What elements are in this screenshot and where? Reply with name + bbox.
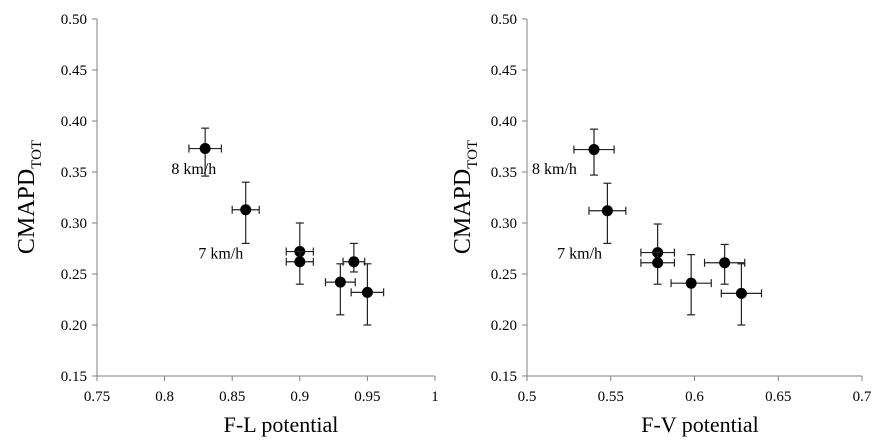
data-point-5: [703, 243, 746, 285]
data-point-marker: [294, 256, 306, 268]
x-tick-label: 0.65: [765, 389, 791, 405]
data-point-marker: [334, 276, 346, 288]
y-tick-label: 0.30: [491, 216, 517, 232]
y-tick-label: 0.50: [491, 12, 517, 28]
x-tick-label: 1: [431, 389, 439, 405]
x-tick-label: 0.85: [219, 389, 245, 405]
y-axis-title-main: CMAPD: [14, 169, 40, 254]
y-axis-title: CMAPDTOT: [450, 140, 481, 254]
y-tick-label: 0.30: [61, 216, 87, 232]
y-tick-label: 0.20: [61, 318, 87, 334]
y-axis-title-subscript: TOT: [29, 140, 45, 169]
chart-panel-2: 0.15 0.20 0.25 0.30 0.35 0.40 0.45 0.50 0.5 0.55 0…: [450, 12, 872, 437]
y-tick-label: 0.40: [61, 114, 87, 130]
data-point-6: [324, 263, 356, 316]
x-tick-label: 0.8: [155, 389, 174, 405]
y-axis-title-main: CMAPD: [450, 169, 476, 254]
speed-annotation: 7 km/h: [198, 246, 243, 263]
y-tick-label: 0.35: [61, 165, 87, 181]
y-tick-label: 0.15: [61, 369, 87, 385]
data-point-marker: [240, 204, 252, 216]
data-point-marker: [652, 257, 664, 269]
data-point-2: [588, 182, 627, 244]
x-tick-label: 0.6: [685, 389, 704, 405]
speed-annotation: 7 km/h: [557, 246, 602, 263]
data-point-1: [573, 128, 615, 176]
y-axis-title: CMAPDTOT: [14, 140, 45, 254]
data-point-marker: [348, 256, 360, 268]
data-point-marker: [719, 257, 731, 269]
data-point-marker: [199, 143, 211, 155]
data-point-6: [670, 254, 712, 316]
data-point-marker: [685, 277, 697, 289]
x-axis-title: F-V potential: [641, 412, 759, 437]
data-point-7: [720, 263, 763, 326]
y-tick-label: 0.35: [491, 165, 517, 181]
data-point-7: [350, 263, 385, 326]
x-axis-title: F-L potential: [224, 412, 339, 437]
x-tick-label: 0.75: [84, 389, 110, 405]
speed-annotation: 8 km/h: [171, 161, 216, 178]
x-tick-label: 0.95: [354, 389, 380, 405]
x-tick-label: 0.7: [853, 389, 872, 405]
data-point-marker: [601, 205, 613, 217]
chart-panel-1: 0.15 0.20 0.25 0.30 0.35 0.40 0.45 0.50 0.75 0.8 0…: [14, 12, 439, 437]
data-point-4: [640, 251, 676, 285]
x-tick-label: 0.5: [518, 389, 537, 405]
speed-annotation: 8 km/h: [532, 161, 577, 178]
data-point-4: [285, 250, 314, 285]
data-point-marker: [735, 287, 747, 299]
y-tick-label: 0.25: [61, 267, 87, 283]
y-axis-title-subscript: TOT: [465, 140, 481, 169]
y-tick-label: 0.40: [491, 114, 517, 130]
y-tick-label: 0.15: [491, 369, 517, 385]
data-point-5: [342, 242, 366, 273]
y-tick-label: 0.45: [61, 63, 87, 79]
x-tick-label: 0.55: [598, 389, 624, 405]
y-tick-label: 0.45: [491, 63, 517, 79]
y-tick-label: 0.25: [491, 267, 517, 283]
data-point-marker: [361, 286, 373, 298]
y-tick-label: 0.20: [491, 318, 517, 334]
data-point-2: [231, 181, 260, 244]
data-point-1: [188, 127, 222, 177]
x-tick-label: 0.9: [290, 389, 309, 405]
data-point-marker: [588, 144, 600, 156]
y-tick-label: 0.50: [61, 12, 87, 28]
